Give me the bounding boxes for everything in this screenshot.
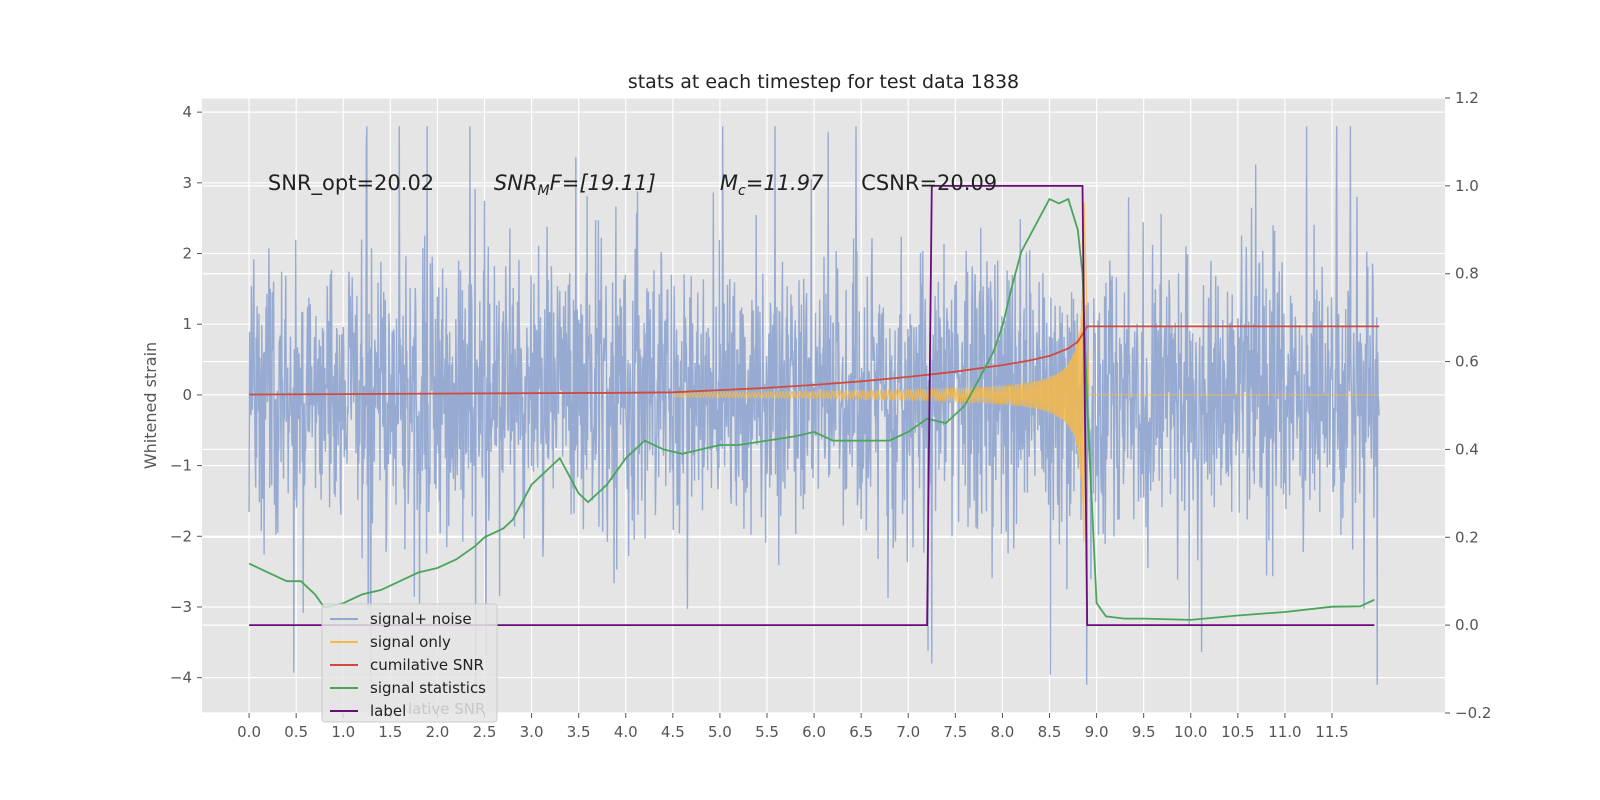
y-tick-label-left: −1 [170, 457, 192, 475]
chart-title: stats at each timestep for test data 183… [628, 71, 1019, 93]
x-tick-label: 8.0 [990, 723, 1014, 741]
y-tick-label-right: 0.2 [1455, 528, 1479, 546]
signal-noise-line [248, 126, 1380, 685]
x-tick-label: 7.5 [943, 723, 967, 741]
x-tick-label: 4.0 [614, 723, 638, 741]
x-tick-label: 3.0 [520, 723, 544, 741]
x-tick-label: 2.0 [425, 723, 449, 741]
y-tick-label-right: −0.2 [1455, 704, 1491, 722]
y-tick-label-left: −4 [170, 669, 192, 687]
x-tick-label: 0.0 [237, 723, 261, 741]
x-tick-label: 11.0 [1268, 723, 1301, 741]
y-tick-label-right: 0.6 [1455, 353, 1479, 371]
x-tick-label: 3.5 [567, 723, 591, 741]
annotation-2: Mc=11.97 [720, 171, 824, 199]
y-tick-label-left: −2 [170, 527, 192, 545]
y-tick-label-left: −3 [170, 598, 192, 616]
y-tick-label-right: 0.8 [1455, 265, 1479, 283]
x-tick-label: 6.5 [849, 723, 873, 741]
x-tick-label: 10.0 [1174, 723, 1207, 741]
x-tick-label: 11.5 [1315, 723, 1348, 741]
series-line-label [249, 185, 1375, 626]
y-tick-label-left: 0 [182, 386, 192, 404]
legend: lative SNR signal+ noise signal only cumila… [321, 603, 498, 723]
x-tick-label: 1.5 [378, 723, 402, 741]
series-signal-only [672, 202, 1380, 543]
signal-only-line [672, 202, 1380, 543]
x-tick-label: 9.0 [1085, 723, 1109, 741]
x-tick-label: 1.0 [331, 723, 355, 741]
x-tick-label: 10.5 [1221, 723, 1254, 741]
legend-ghost-text: lative SNR [408, 700, 485, 718]
x-tick-label: 0.5 [284, 723, 308, 741]
x-tick-label: 5.5 [755, 723, 779, 741]
axes: 0.0 0.5 1.0 1.5 2.0 2.5 3.0 3.5 4.0 4.5 5.0 5.5 6.0 6… [170, 89, 1492, 741]
y-tick-label-left: 2 [182, 245, 192, 263]
y-axis-label: Whitened strain [141, 342, 160, 469]
annotation-1: SNRMF=[19.11] [494, 171, 656, 199]
y-tick-label-right: 0.4 [1455, 440, 1479, 458]
y-tick-label-right: 0.0 [1455, 616, 1479, 634]
series-signal-noise [248, 126, 1380, 685]
series-line-signal-statistics [248, 197, 1375, 621]
legend-entry: signal statistics [370, 679, 486, 697]
series-lines [248, 185, 1380, 626]
x-tick-label: 9.5 [1132, 723, 1156, 741]
x-tick-label: 4.5 [661, 723, 685, 741]
series-line-cumilative-SNR [249, 325, 1380, 396]
x-tick-label: 2.5 [473, 723, 497, 741]
annotations: SNR_opt=20.02 SNRMF=[19.11] Mc=11.97 CSNR=2… [268, 171, 997, 199]
x-tick-label: 8.5 [1038, 723, 1062, 741]
y-tick-label-left: 1 [182, 315, 192, 333]
legend-box [321, 603, 498, 723]
legend-entry: signal only [370, 633, 451, 651]
annotation-0: SNR_opt=20.02 [268, 171, 434, 196]
legend-entry: cumilative SNR [370, 656, 484, 674]
x-tick-label: 5.0 [708, 723, 732, 741]
x-tick-label: 6.0 [802, 723, 826, 741]
y-tick-label-right: 1.2 [1455, 89, 1479, 107]
y-tick-label-right: 1.0 [1455, 177, 1479, 195]
x-tick-label: 7.0 [896, 723, 920, 741]
annotation-3: CSNR=20.09 [861, 171, 997, 195]
y-tick-label-left: 3 [182, 174, 192, 192]
legend-entry: signal+ noise [370, 610, 472, 628]
legend-entry: label [370, 702, 406, 720]
y-tick-label-left: 4 [182, 103, 192, 121]
